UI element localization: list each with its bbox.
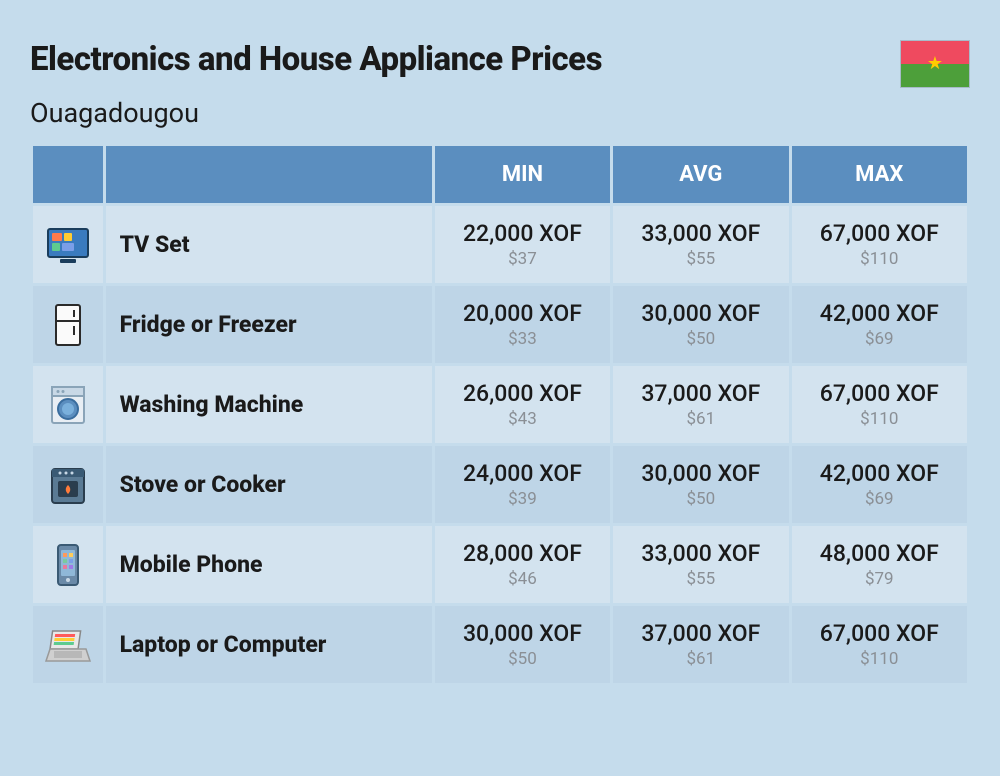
table-row: Fridge or Freezer20,000 XOF$3330,000 XOF…: [33, 286, 967, 363]
header-blank-icon: [33, 146, 103, 203]
price-usd: $110: [800, 649, 959, 669]
price-xof: 33,000 XOF: [621, 220, 780, 247]
table-row: Mobile Phone28,000 XOF$4633,000 XOF$5548…: [33, 526, 967, 603]
price-xof: 28,000 XOF: [443, 540, 602, 567]
price-xof: 24,000 XOF: [443, 460, 602, 487]
price-usd: $43: [443, 409, 602, 429]
price-cell-avg: 37,000 XOF$61: [613, 606, 788, 683]
price-xof: 30,000 XOF: [621, 460, 780, 487]
price-cell-max: 48,000 XOF$79: [792, 526, 967, 603]
price-usd: $69: [800, 489, 959, 509]
header-blank-label: [106, 146, 432, 203]
table-row: Laptop or Computer30,000 XOF$5037,000 XO…: [33, 606, 967, 683]
table-row: Washing Machine26,000 XOF$4337,000 XOF$6…: [33, 366, 967, 443]
price-usd: $50: [621, 329, 780, 349]
price-cell-max: 42,000 XOF$69: [792, 286, 967, 363]
item-label: Laptop or Computer: [106, 606, 432, 683]
price-usd: $110: [800, 249, 959, 269]
price-cell-avg: 37,000 XOF$61: [613, 366, 788, 443]
price-xof: 67,000 XOF: [800, 220, 959, 247]
fridge-icon: [33, 286, 103, 363]
price-usd: $39: [443, 489, 602, 509]
price-xof: 30,000 XOF: [621, 300, 780, 327]
page-title: Electronics and House Appliance Prices: [30, 40, 602, 79]
price-usd: $50: [621, 489, 780, 509]
price-usd: $61: [621, 649, 780, 669]
price-table: MIN AVG MAX TV Set22,000 XOF$3733,000 XO…: [30, 143, 970, 686]
price-xof: 48,000 XOF: [800, 540, 959, 567]
price-usd: $55: [621, 249, 780, 269]
price-cell-avg: 30,000 XOF$50: [613, 446, 788, 523]
item-label: Stove or Cooker: [106, 446, 432, 523]
price-usd: $110: [800, 409, 959, 429]
stove-icon: [33, 446, 103, 523]
item-label: Washing Machine: [106, 366, 432, 443]
price-cell-min: 30,000 XOF$50: [435, 606, 610, 683]
price-usd: $50: [443, 649, 602, 669]
price-usd: $37: [443, 249, 602, 269]
price-usd: $79: [800, 569, 959, 589]
price-xof: 67,000 XOF: [800, 620, 959, 647]
price-xof: 26,000 XOF: [443, 380, 602, 407]
phone-icon: [33, 526, 103, 603]
price-cell-max: 67,000 XOF$110: [792, 606, 967, 683]
price-cell-avg: 33,000 XOF$55: [613, 526, 788, 603]
price-cell-min: 24,000 XOF$39: [435, 446, 610, 523]
price-xof: 22,000 XOF: [443, 220, 602, 247]
item-label: Mobile Phone: [106, 526, 432, 603]
price-cell-max: 67,000 XOF$110: [792, 206, 967, 283]
item-label: Fridge or Freezer: [106, 286, 432, 363]
price-usd: $61: [621, 409, 780, 429]
col-header-min: MIN: [435, 146, 610, 203]
price-cell-min: 20,000 XOF$33: [435, 286, 610, 363]
price-usd: $55: [621, 569, 780, 589]
tv-icon: [33, 206, 103, 283]
price-xof: 42,000 XOF: [800, 300, 959, 327]
price-cell-max: 42,000 XOF$69: [792, 446, 967, 523]
price-usd: $46: [443, 569, 602, 589]
price-cell-min: 22,000 XOF$37: [435, 206, 610, 283]
price-cell-min: 26,000 XOF$43: [435, 366, 610, 443]
col-header-avg: AVG: [613, 146, 788, 203]
price-xof: 42,000 XOF: [800, 460, 959, 487]
price-xof: 20,000 XOF: [443, 300, 602, 327]
country-flag: ★: [900, 40, 970, 88]
price-cell-max: 67,000 XOF$110: [792, 366, 967, 443]
item-label: TV Set: [106, 206, 432, 283]
page-subtitle: Ouagadougou: [30, 97, 602, 129]
table-row: Stove or Cooker24,000 XOF$3930,000 XOF$5…: [33, 446, 967, 523]
price-usd: $69: [800, 329, 959, 349]
washer-icon: [33, 366, 103, 443]
price-xof: 37,000 XOF: [621, 380, 780, 407]
price-xof: 37,000 XOF: [621, 620, 780, 647]
price-usd: $33: [443, 329, 602, 349]
price-xof: 33,000 XOF: [621, 540, 780, 567]
laptop-icon: [33, 606, 103, 683]
price-cell-avg: 33,000 XOF$55: [613, 206, 788, 283]
price-xof: 67,000 XOF: [800, 380, 959, 407]
table-row: TV Set22,000 XOF$3733,000 XOF$5567,000 X…: [33, 206, 967, 283]
price-cell-avg: 30,000 XOF$50: [613, 286, 788, 363]
col-header-max: MAX: [792, 146, 967, 203]
price-cell-min: 28,000 XOF$46: [435, 526, 610, 603]
price-xof: 30,000 XOF: [443, 620, 602, 647]
